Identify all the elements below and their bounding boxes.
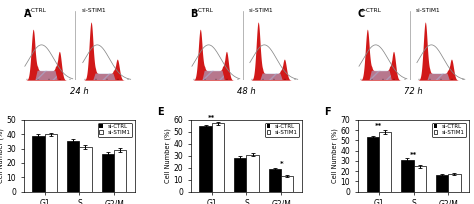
Text: **: ** — [375, 123, 383, 129]
Y-axis label: Cell Number (%): Cell Number (%) — [164, 128, 171, 183]
Bar — [281, 176, 293, 192]
Bar — [79, 147, 91, 192]
Bar — [379, 132, 391, 192]
Bar — [200, 126, 212, 192]
Bar — [246, 155, 259, 192]
Text: si-CTRL: si-CTRL — [192, 8, 214, 13]
Text: F: F — [324, 107, 331, 117]
Text: si-CTRL: si-CTRL — [25, 8, 47, 13]
Text: A: A — [24, 9, 31, 19]
Bar — [401, 160, 413, 192]
Text: si-STIM1: si-STIM1 — [82, 8, 106, 13]
Text: *: * — [280, 161, 283, 167]
Bar — [102, 154, 114, 192]
Text: si-STIM1: si-STIM1 — [249, 8, 273, 13]
Text: B: B — [191, 9, 198, 19]
Text: E: E — [157, 107, 164, 117]
Text: 48 h: 48 h — [237, 87, 256, 96]
Bar — [114, 150, 127, 192]
Text: C: C — [358, 9, 365, 19]
Text: 72 h: 72 h — [404, 87, 423, 96]
Bar — [32, 136, 45, 192]
Text: **: ** — [410, 152, 417, 157]
Bar — [45, 134, 57, 192]
Bar — [212, 123, 224, 192]
Text: si-STIM1: si-STIM1 — [416, 8, 440, 13]
Bar — [234, 158, 246, 192]
Text: si-CTRL: si-CTRL — [359, 8, 381, 13]
Bar — [448, 174, 461, 192]
Bar — [366, 137, 379, 192]
Y-axis label: Cell Number (%): Cell Number (%) — [331, 128, 337, 183]
Legend: si-CTRL, si-STIM1: si-CTRL, si-STIM1 — [265, 123, 300, 137]
Bar — [67, 141, 79, 192]
Text: **: ** — [208, 115, 215, 121]
Bar — [413, 166, 426, 192]
Text: 24 h: 24 h — [70, 87, 89, 96]
Bar — [269, 169, 281, 192]
Legend: si-CTRL, si-STIM1: si-CTRL, si-STIM1 — [98, 123, 132, 137]
Y-axis label: Cell Number (%): Cell Number (%) — [0, 128, 3, 183]
Bar — [436, 175, 448, 192]
Legend: si-CTRL, si-STIM1: si-CTRL, si-STIM1 — [432, 123, 466, 137]
